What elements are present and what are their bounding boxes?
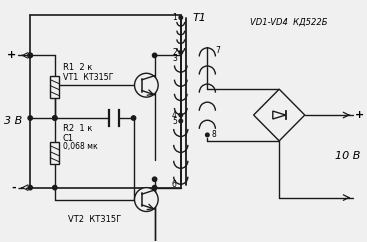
Text: 1: 1 <box>172 13 177 22</box>
Text: 3 В: 3 В <box>4 116 22 127</box>
Text: 6: 6 <box>172 180 177 189</box>
Polygon shape <box>273 111 286 119</box>
Text: 3: 3 <box>172 54 177 63</box>
Circle shape <box>152 177 157 182</box>
Text: Т1: Т1 <box>193 13 207 23</box>
Circle shape <box>52 116 57 120</box>
Circle shape <box>28 53 32 58</box>
Circle shape <box>152 53 157 58</box>
Circle shape <box>28 53 32 58</box>
Text: C1: C1 <box>63 134 74 143</box>
Circle shape <box>179 16 182 19</box>
Text: R2  1 к: R2 1 к <box>63 124 92 133</box>
Text: 5: 5 <box>172 116 177 126</box>
Text: 7: 7 <box>215 46 220 55</box>
Text: 10 В: 10 В <box>335 151 361 161</box>
Bar <box>50 142 59 164</box>
Polygon shape <box>254 89 305 141</box>
Circle shape <box>28 185 32 190</box>
Circle shape <box>179 51 182 54</box>
Circle shape <box>179 119 182 123</box>
Circle shape <box>52 185 57 190</box>
Text: 4: 4 <box>172 111 177 120</box>
Circle shape <box>28 116 32 120</box>
Text: VT1  КТ315Г: VT1 КТ315Г <box>63 73 113 82</box>
Text: 0,068 мк: 0,068 мк <box>63 142 98 151</box>
Circle shape <box>206 133 209 137</box>
Circle shape <box>135 188 158 212</box>
Circle shape <box>131 116 136 120</box>
Text: 8: 8 <box>211 130 216 139</box>
Text: VT2  КТ315Г: VT2 КТ315Г <box>68 215 121 224</box>
Text: VD1-VD4  КД522Б: VD1-VD4 КД522Б <box>250 18 327 27</box>
Text: +: + <box>355 110 364 120</box>
Bar <box>50 76 59 98</box>
Text: 2: 2 <box>172 48 177 57</box>
Text: -: - <box>12 183 17 193</box>
Circle shape <box>52 116 57 120</box>
Circle shape <box>135 73 158 97</box>
Circle shape <box>179 113 182 117</box>
Text: +: + <box>7 50 17 60</box>
Circle shape <box>152 185 157 190</box>
Text: R1  2 к: R1 2 к <box>63 63 92 72</box>
